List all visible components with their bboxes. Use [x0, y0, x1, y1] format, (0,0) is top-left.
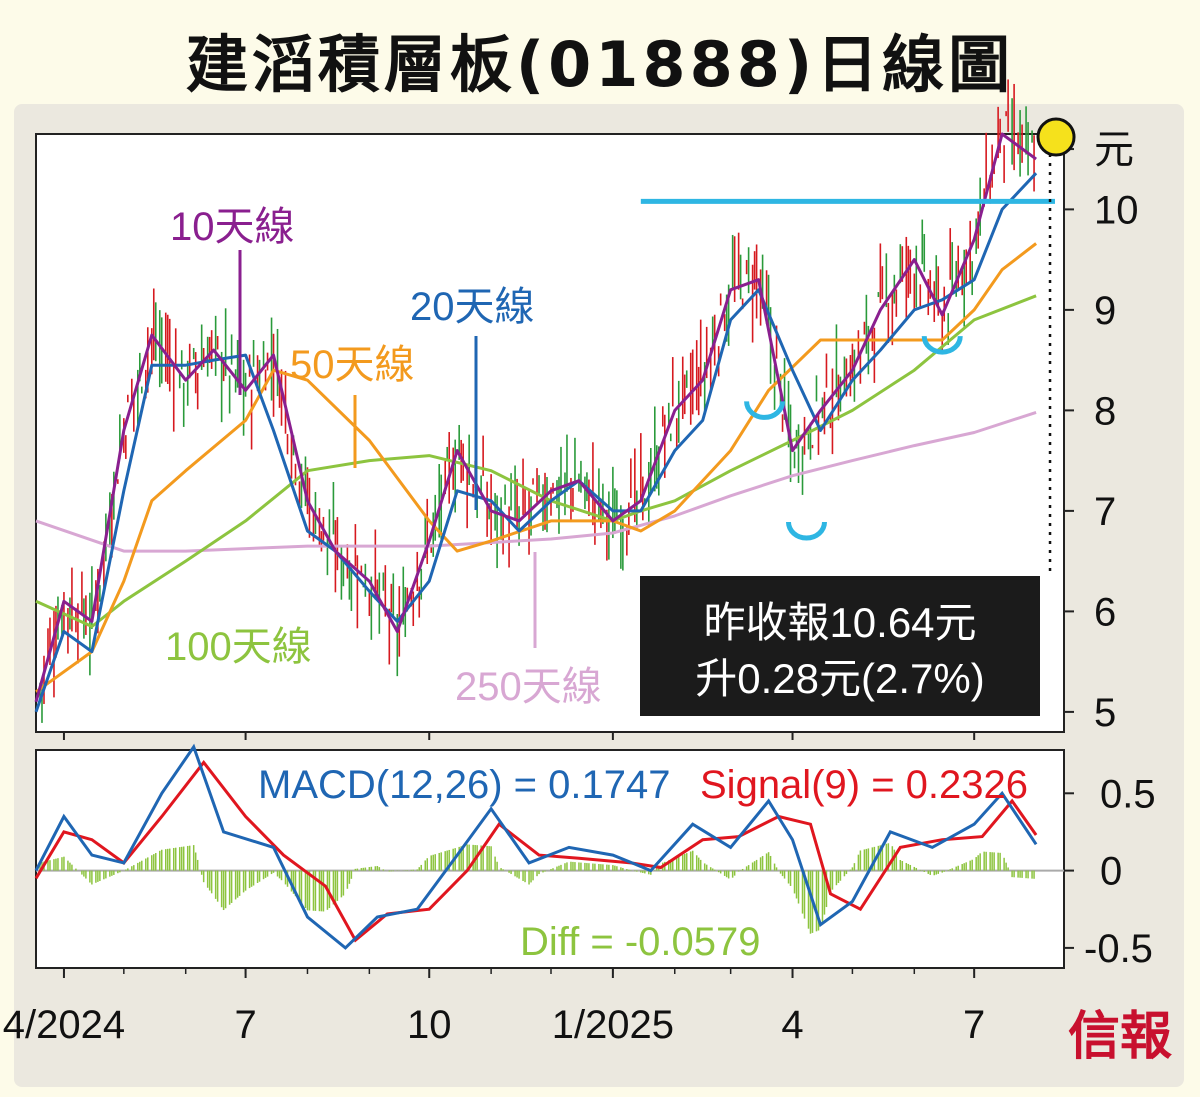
macd-label: MACD(12,26) = 0.1747	[258, 763, 670, 807]
signal-label: Signal(9) = 0.2326	[700, 763, 1028, 807]
close-info-box	[640, 576, 1040, 716]
ma250-line	[35, 410, 1037, 553]
bottom-marker	[921, 335, 963, 355]
ma10-line	[34, 132, 1037, 703]
macd-tick-label: 0	[1100, 850, 1122, 894]
price-tick-label: 10	[1094, 188, 1139, 232]
ma20-line	[34, 172, 1038, 713]
price-tick-label: 9	[1094, 289, 1116, 333]
ma50-label: 50天線	[290, 343, 415, 387]
x-tick-label: 7	[234, 1003, 256, 1047]
x-tick-label: 4/2024	[3, 1003, 125, 1047]
macd-tick-label: -0.5	[1084, 927, 1153, 971]
bottom-marker	[744, 401, 786, 420]
close-change-label: 升0.28元(2.7%)	[695, 655, 984, 702]
price-tick-label: 7	[1094, 490, 1116, 534]
macd-line	[34, 743, 1038, 950]
brand-logo: 信報	[1067, 1006, 1172, 1067]
ma10-label: 10天線	[170, 205, 295, 249]
ma100-label: 100天線	[165, 625, 312, 669]
chart-title: 建滔積層板(01888)日線圖	[185, 28, 1015, 101]
diff-label: Diff = -0.0579	[520, 920, 761, 964]
ma20-label: 20天線	[410, 285, 535, 329]
last-close-marker	[1036, 117, 1076, 157]
close-price-label: 昨收報10.64元	[703, 599, 976, 646]
price-tick-label: 8	[1094, 389, 1116, 433]
diff-histogram	[39, 843, 1035, 934]
ma250-label: 250天線	[455, 665, 602, 709]
price-tick-label: 5	[1094, 691, 1116, 735]
x-tick-label: 10	[407, 1003, 452, 1047]
signal-line	[34, 759, 1038, 943]
price-unit-label: 元	[1094, 128, 1134, 172]
x-tick-label: 7	[963, 1003, 985, 1047]
bottom-marker	[786, 521, 828, 541]
macd-tick-label: 0.5	[1100, 772, 1156, 816]
price-tick-label: 6	[1094, 590, 1116, 634]
x-tick-label: 4	[781, 1003, 803, 1047]
x-tick-label: 1/2025	[552, 1003, 674, 1047]
